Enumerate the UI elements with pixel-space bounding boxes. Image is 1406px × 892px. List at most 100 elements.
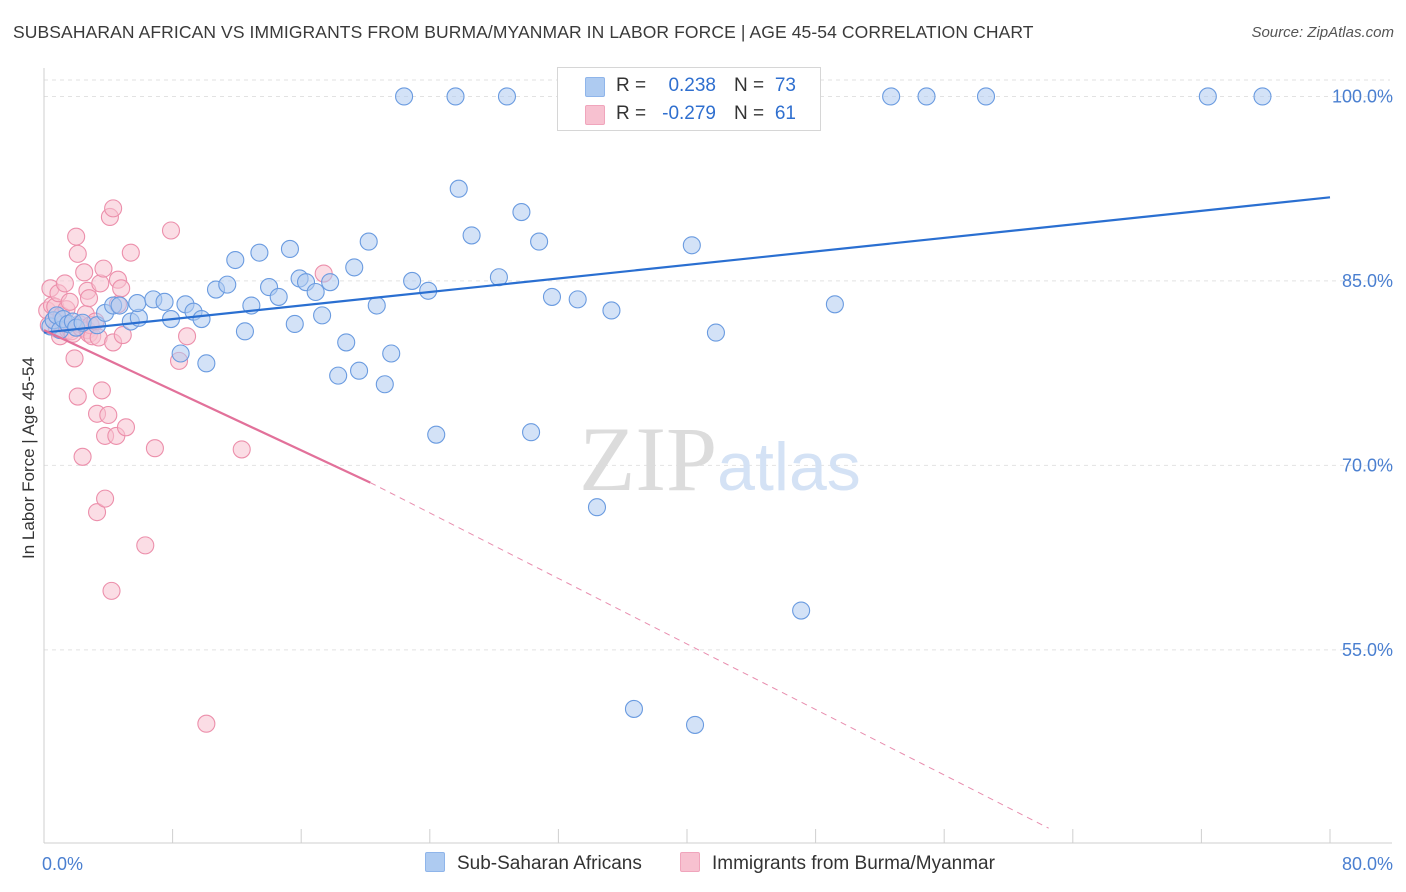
blue-point — [462, 226, 481, 245]
pink-point — [112, 279, 131, 298]
pink-trend-line — [43, 329, 371, 484]
blue-point — [792, 601, 811, 620]
legend-r-value: -0.279 — [662, 103, 716, 124]
legend-swatch-blue — [585, 77, 605, 97]
data-points — [38, 87, 1272, 734]
series-swatch-pink — [680, 852, 700, 872]
blue-point — [685, 715, 705, 734]
blue-point — [497, 87, 517, 106]
pink-point — [104, 199, 123, 218]
legend-swatch-pink — [585, 105, 605, 125]
blue-point — [269, 287, 288, 306]
blue-point — [337, 333, 356, 352]
blue-point — [250, 243, 269, 262]
blue-point — [512, 203, 531, 222]
pink-point — [145, 439, 164, 458]
pink-point — [55, 274, 74, 293]
y-axis-label: In Labor Force | Age 45-54 — [19, 357, 38, 559]
pink-point — [121, 243, 140, 262]
blue-point — [367, 296, 386, 315]
blue-point — [192, 310, 211, 329]
y-tick-label: 55.0% — [1342, 640, 1393, 660]
pink-trend-extension — [370, 482, 1049, 829]
legend-n-label: N = — [734, 75, 765, 96]
pink-point — [68, 244, 87, 263]
blue-point — [235, 322, 254, 341]
series-name-pink: Immigrants from Burma/Myanmar — [712, 853, 995, 874]
legend-r-label: R = — [616, 103, 647, 124]
pink-point — [136, 536, 155, 555]
blue-point — [624, 699, 644, 718]
pink-point — [75, 263, 94, 282]
blue-point — [382, 344, 401, 363]
pink-point — [60, 292, 79, 311]
pink-point — [113, 325, 132, 345]
y-tick-label: 70.0% — [1342, 455, 1393, 475]
watermark-zip: ZIP — [579, 408, 717, 510]
blue-point — [1253, 87, 1272, 106]
blue-trend-line — [43, 196, 1331, 334]
source-credit: Source: ZipAtlas.com — [1251, 24, 1394, 41]
axes — [43, 68, 1392, 844]
blue-point — [530, 232, 549, 251]
chart-title: SUBSAHARAN AFRICAN VS IMMIGRANTS FROM BU… — [13, 22, 1034, 42]
correlation-legend: R = 0.238 N = 73 R = -0.279 N = 61 — [557, 67, 821, 131]
blue-point — [321, 273, 340, 292]
blue-point — [313, 306, 332, 325]
pink-point — [91, 274, 110, 293]
series-legend-pink: Immigrants from Burma/Myanmar — [680, 852, 995, 875]
blue-point — [285, 314, 304, 334]
blue-point — [706, 323, 725, 342]
trend-lines — [43, 196, 1331, 829]
pink-point — [65, 349, 84, 368]
x-tick-label-min: 0.0% — [42, 854, 83, 874]
blue-point — [329, 366, 348, 385]
pink-point — [96, 489, 115, 508]
blue-point — [976, 87, 996, 106]
blue-point — [375, 375, 394, 394]
blue-point — [359, 232, 378, 251]
series-legend-blue: Sub-Saharan Africans — [425, 852, 642, 875]
pink-point — [79, 289, 99, 308]
blue-point — [825, 295, 844, 314]
blue-point — [427, 425, 446, 444]
gridlines — [44, 79, 1390, 651]
blue-point — [403, 271, 422, 290]
pink-point — [161, 221, 181, 240]
pink-point — [87, 503, 107, 522]
legend-n-value: 73 — [774, 75, 796, 96]
legend-row-pink: R = -0.279 N = 61 — [558, 100, 820, 128]
pink-point — [68, 387, 87, 406]
pink-point — [73, 447, 92, 466]
blue-point — [128, 294, 147, 313]
blue-point — [218, 275, 237, 294]
pink-point — [99, 405, 118, 425]
blue-point — [917, 87, 936, 106]
tick-labels: 55.0% 70.0% 85.0% 100.0% 0.0% 80.0% — [42, 86, 1393, 874]
y-tick-label: 100.0% — [1332, 86, 1393, 106]
blue-point — [522, 423, 541, 442]
pink-point — [92, 381, 111, 400]
y-tick-label: 85.0% — [1342, 271, 1393, 291]
blue-point — [602, 301, 621, 320]
blue-point — [110, 296, 129, 315]
blue-point — [446, 87, 465, 106]
pink-point — [197, 714, 216, 733]
blue-point — [587, 498, 607, 517]
legend-n-label: N = — [734, 103, 765, 124]
pink-point — [67, 227, 86, 246]
series-name-blue: Sub-Saharan Africans — [457, 853, 642, 874]
blue-point — [226, 250, 245, 270]
blue-point — [568, 290, 587, 309]
blue-point — [882, 87, 901, 106]
x-tick-label-max: 80.0% — [1342, 854, 1393, 874]
blue-point — [171, 344, 190, 363]
blue-point — [155, 292, 174, 311]
series-swatch-blue — [425, 852, 445, 872]
blue-point — [350, 361, 369, 380]
blue-point — [682, 236, 701, 255]
blue-point — [449, 179, 468, 198]
pink-point — [232, 440, 251, 459]
legend-n-value: 61 — [774, 103, 796, 124]
